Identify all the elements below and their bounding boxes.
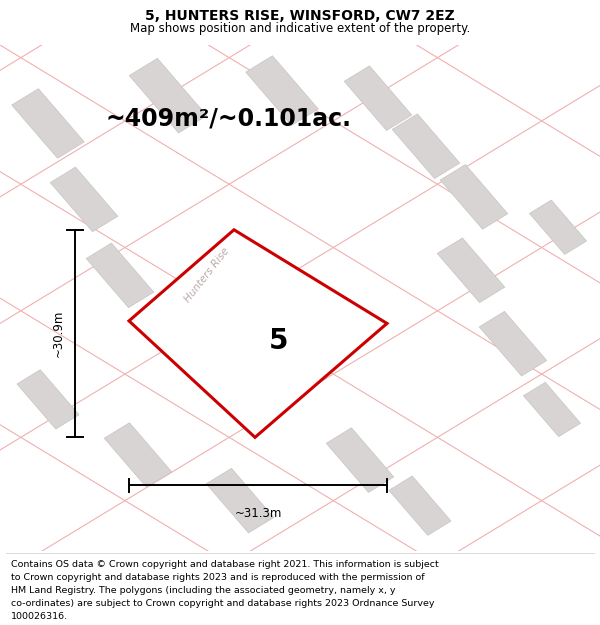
- Polygon shape: [523, 382, 581, 437]
- Polygon shape: [326, 428, 394, 493]
- Polygon shape: [86, 243, 154, 308]
- Polygon shape: [389, 476, 451, 536]
- Text: Hunters Rise: Hunters Rise: [182, 246, 232, 304]
- Polygon shape: [392, 114, 460, 179]
- Text: HM Land Registry. The polygons (including the associated geometry, namely x, y: HM Land Registry. The polygons (includin…: [11, 586, 395, 595]
- Polygon shape: [344, 66, 412, 131]
- Polygon shape: [529, 200, 587, 254]
- Polygon shape: [206, 468, 274, 533]
- Text: co-ordinates) are subject to Crown copyright and database rights 2023 Ordnance S: co-ordinates) are subject to Crown copyr…: [11, 599, 434, 608]
- Polygon shape: [437, 238, 505, 302]
- Polygon shape: [129, 230, 387, 438]
- Text: 100026316.: 100026316.: [11, 612, 68, 621]
- Text: ~31.3m: ~31.3m: [235, 507, 281, 520]
- Polygon shape: [17, 370, 79, 429]
- Polygon shape: [104, 422, 172, 488]
- Text: Contains OS data © Crown copyright and database right 2021. This information is : Contains OS data © Crown copyright and d…: [11, 560, 439, 569]
- Text: to Crown copyright and database rights 2023 and is reproduced with the permissio: to Crown copyright and database rights 2…: [11, 573, 424, 582]
- Text: 5: 5: [269, 327, 289, 355]
- Polygon shape: [50, 167, 118, 232]
- Text: 5, HUNTERS RISE, WINSFORD, CW7 2EZ: 5, HUNTERS RISE, WINSFORD, CW7 2EZ: [145, 9, 455, 23]
- Polygon shape: [246, 56, 318, 126]
- Text: ~409m²/~0.101ac.: ~409m²/~0.101ac.: [105, 106, 351, 131]
- Text: ~30.9m: ~30.9m: [52, 310, 65, 358]
- Polygon shape: [479, 311, 547, 376]
- Polygon shape: [129, 58, 207, 133]
- Polygon shape: [12, 89, 84, 158]
- Polygon shape: [440, 164, 508, 229]
- Text: Map shows position and indicative extent of the property.: Map shows position and indicative extent…: [130, 22, 470, 35]
